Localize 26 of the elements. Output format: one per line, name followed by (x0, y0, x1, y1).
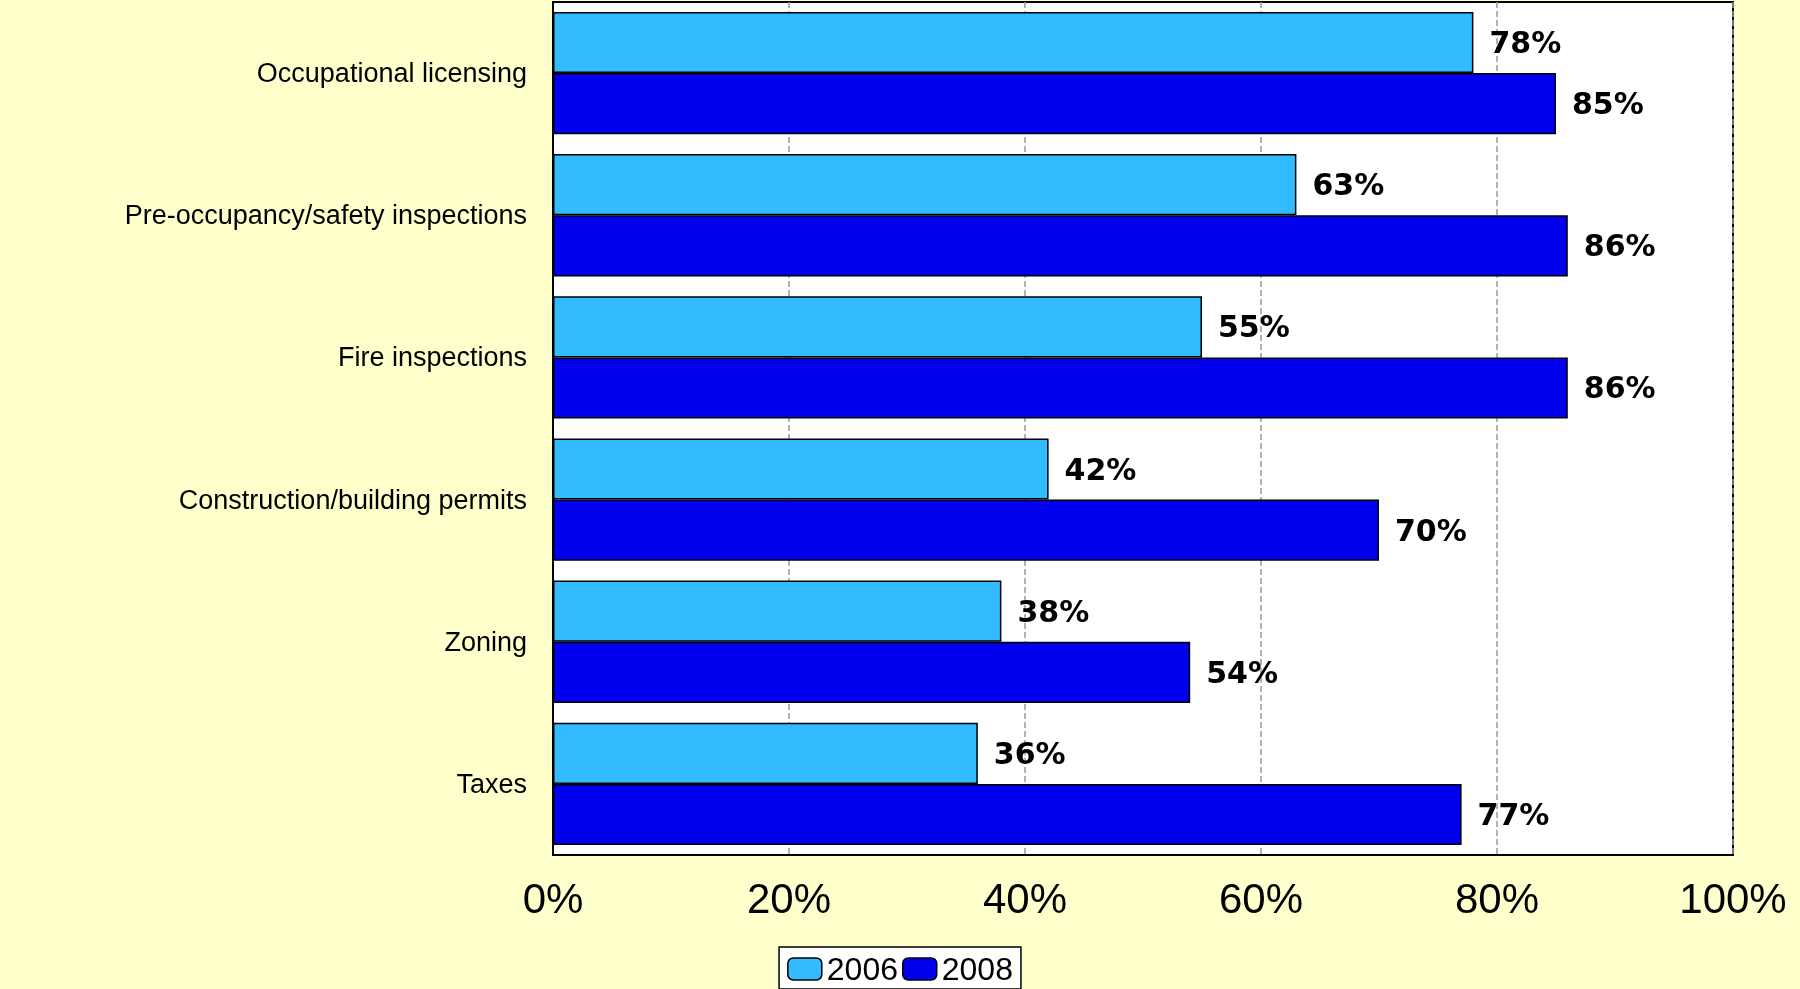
data-label: 36% (993, 735, 1066, 771)
x-tick-label: 80% (1454, 874, 1540, 922)
x-tick-label: 60% (1218, 874, 1304, 922)
y-tick-label: Pre-occupancy/safety inspections (124, 200, 527, 231)
y-tick-label: Fire inspections (337, 342, 527, 373)
data-label: 86% (1583, 370, 1656, 406)
y-tick-label: Taxes (456, 768, 527, 799)
x-tick-label: 100% (1679, 874, 1787, 922)
y-tick-label: Construction/building permits (178, 484, 527, 515)
x-tick-label: 0% (522, 874, 584, 922)
data-label: 86% (1583, 228, 1656, 264)
data-label: 77% (1477, 796, 1550, 832)
data-label: 78% (1489, 25, 1562, 61)
data-label: 42% (1064, 451, 1137, 487)
data-label: 55% (1218, 309, 1290, 345)
y-tick-label: Occupational licensing (256, 58, 527, 89)
y-tick-label: Zoning (444, 626, 527, 657)
x-tick-label: 20% (746, 874, 832, 922)
data-label: 38% (1017, 593, 1090, 629)
x-tick-label: 40% (982, 874, 1068, 922)
data-label: 70% (1395, 512, 1467, 548)
data-label: 85% (1572, 86, 1644, 122)
data-label: 54% (1206, 654, 1279, 690)
legend-label: 2006 (826, 951, 898, 987)
legend-label: 2008 (941, 951, 1013, 987)
data-label: 63% (1312, 167, 1385, 203)
